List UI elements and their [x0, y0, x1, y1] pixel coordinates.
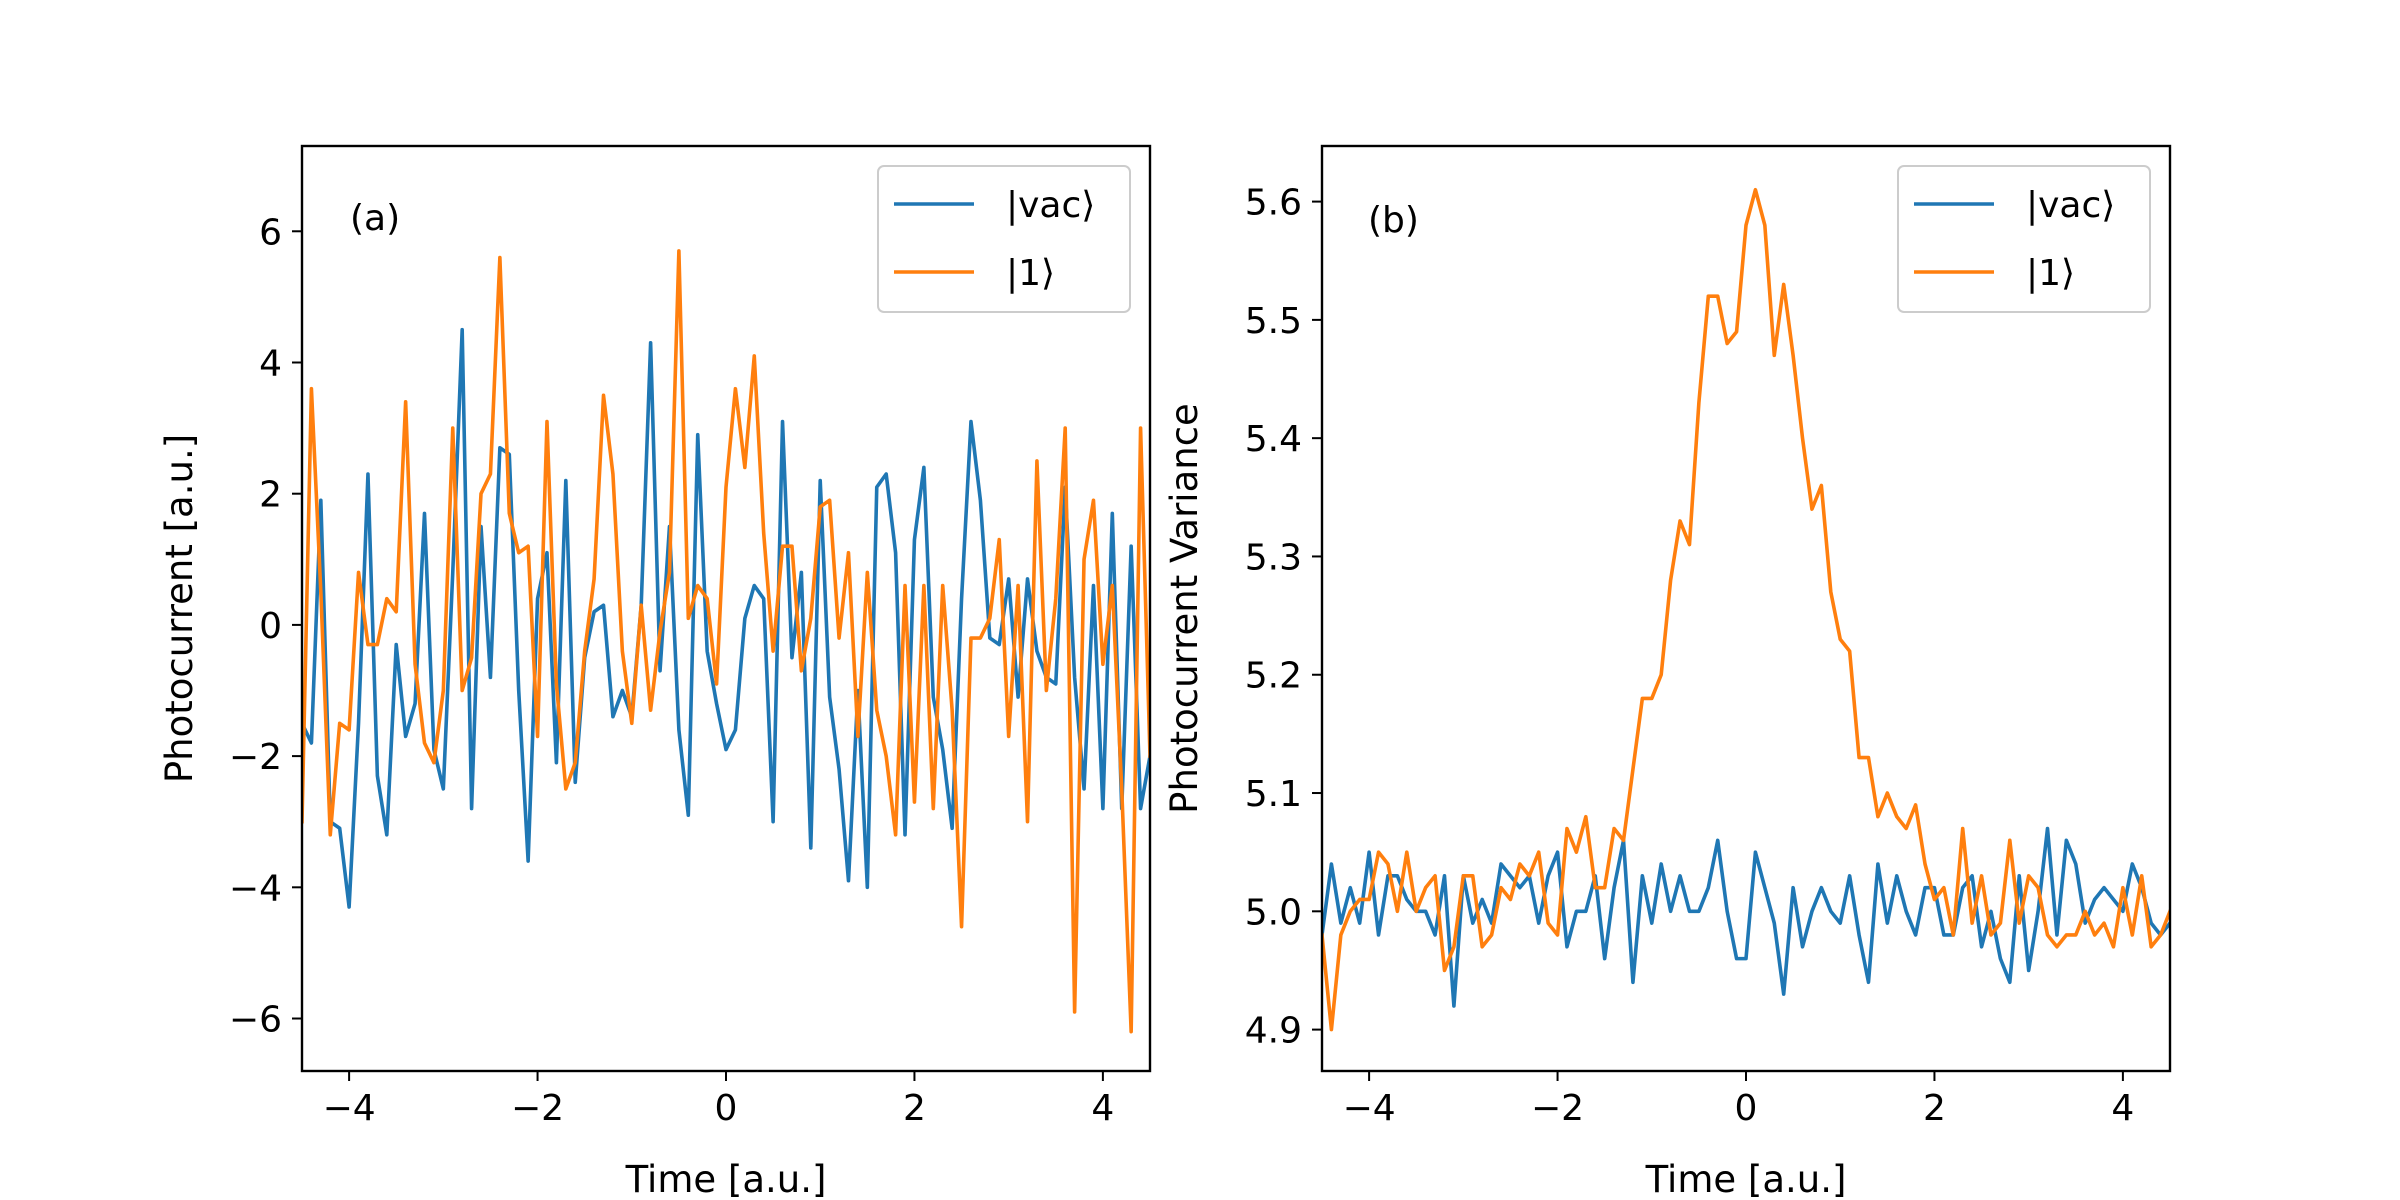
chart-panel-a: −4 −2 0 2 4 −6 −4 −2 0 2 4 6 Time [a.u.] Photocurrent…: [158, 144, 1152, 1200]
chart-b-panel-label: (b): [1368, 200, 1419, 241]
chart-b-legend: |vac⟩ |1⟩: [1897, 165, 2151, 313]
chart-b-y-tick-label: 5.0: [1245, 892, 1302, 933]
chart-a-y-tick-label: 6: [259, 212, 282, 253]
chart-b-x-tick-label: −4: [1343, 1088, 1396, 1129]
chart-a-x-tick-label: 2: [903, 1088, 926, 1129]
chart-b-series-group: [1322, 187, 2170, 1032]
chart-a-legend-label-one: |1⟩: [1006, 253, 1055, 294]
chart-a-series-group: [302, 249, 1150, 1034]
chart-a-y-tick-label: −2: [229, 737, 282, 778]
chart-b-x-tick-label: −2: [1531, 1088, 1584, 1129]
chart-a-y-tick-label: 0: [259, 606, 282, 647]
chart-a-y-tick-label: 4: [259, 343, 282, 384]
chart-b-y-tick-label: 5.2: [1245, 656, 1302, 697]
chart-b-y-tick-label: 5.1: [1245, 774, 1302, 815]
chart-a-y-tick-label: −4: [229, 868, 282, 909]
chart-a-series-line-one: [302, 249, 1150, 1034]
chart-b-legend-label-one: |1⟩: [2026, 253, 2075, 294]
chart-a-y-tick-label: 2: [259, 475, 282, 516]
chart-a-legend-label-vac: |vac⟩: [1006, 185, 1095, 226]
chart-b-legend-label-vac: |vac⟩: [2026, 185, 2115, 226]
chart-a-x-tick-label: 0: [715, 1088, 738, 1129]
chart-b-series-line-one: [1322, 187, 2170, 1032]
chart-b-x-tick-label: 4: [2111, 1088, 2134, 1129]
chart-b-y-tick-label: 5.3: [1245, 537, 1302, 578]
chart-a-legend: |vac⟩ |1⟩: [877, 165, 1131, 313]
chart-a-x-tick-label: −4: [323, 1088, 376, 1129]
chart-b-y-tick-label: 5.4: [1245, 419, 1302, 460]
chart-a-series-line-vac: [302, 327, 1150, 909]
chart-b-y-tick-label: 5.6: [1245, 183, 1302, 224]
chart-b-y-tick-label: 5.5: [1245, 301, 1302, 342]
chart-b-y-tick-label: 4.9: [1245, 1011, 1302, 1052]
chart-b-x-axis-label: Time [a.u.]: [1645, 1158, 1847, 1200]
chart-b-y-axis-label: Photocurrent Variance: [1163, 403, 1206, 814]
chart-panel-b: −4 −2 0 2 4 4.9 5.0 5.1 5.2 5.3 5.4 5.5 5.6 Time [a.u…: [1163, 144, 2172, 1200]
chart-b-x-tick-label: 0: [1735, 1088, 1758, 1129]
chart-a-x-tick-label: −2: [511, 1088, 564, 1129]
chart-a-x-tick-label: 4: [1091, 1088, 1114, 1129]
chart-a-y-tick-label: −6: [229, 1000, 282, 1041]
chart-a-y-axis-label: Photocurrent [a.u.]: [158, 434, 201, 783]
chart-a-x-axis-label: Time [a.u.]: [625, 1158, 827, 1200]
chart-b-x-tick-label: 2: [1923, 1088, 1946, 1129]
chart-a-panel-label: (a): [350, 198, 400, 239]
